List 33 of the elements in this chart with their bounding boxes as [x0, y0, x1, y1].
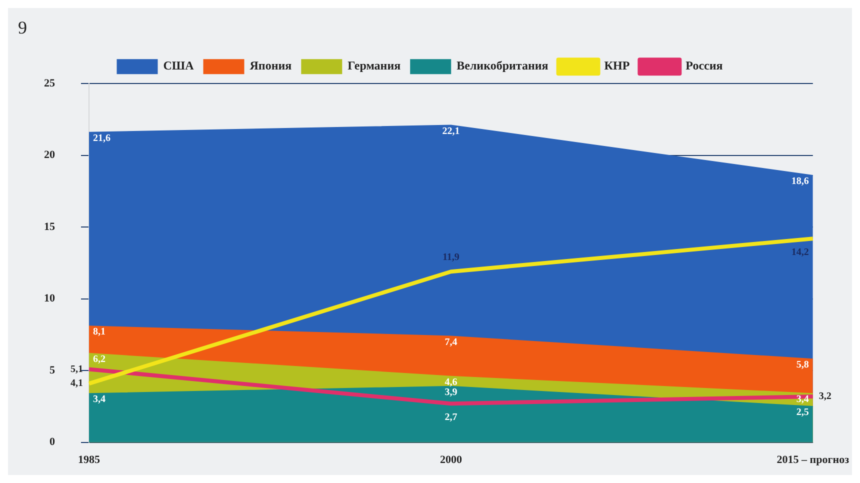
- legend-label: Россия: [686, 58, 724, 73]
- x-tick-label: 1985: [78, 454, 100, 466]
- data-label: 8,1: [93, 326, 106, 338]
- y-tick-label: 5: [50, 364, 56, 376]
- data-label: 5,8: [796, 360, 809, 371]
- x-tick-label: 2015 – прогноз: [776, 454, 850, 466]
- data-label: 4,1: [70, 378, 83, 390]
- data-label: 2,5: [796, 407, 809, 418]
- chart-title: 9: [18, 18, 27, 38]
- data-label: 18,6: [791, 176, 809, 188]
- x-tick-label: 2000: [440, 454, 462, 466]
- y-tick-label: 10: [44, 292, 56, 305]
- data-label: 4,6: [444, 376, 458, 388]
- data-label: 3,9: [444, 387, 458, 398]
- data-label: 6,2: [93, 354, 106, 365]
- y-tick-label: 15: [44, 220, 56, 233]
- legend-label: Великобритания: [456, 58, 549, 73]
- legend-label: КНР: [604, 58, 630, 73]
- y-tick-label: 20: [44, 149, 56, 162]
- data-label: 7,4: [444, 336, 458, 348]
- y-tick-label: 25: [44, 77, 56, 90]
- data-label: 3,2: [818, 391, 832, 402]
- legend-label: США: [163, 58, 194, 73]
- legend-label: Япония: [250, 58, 292, 73]
- data-label: 14,2: [791, 247, 809, 258]
- data-label: 11,9: [442, 252, 460, 264]
- y-tick-label: 0: [50, 436, 56, 448]
- data-label: 21,6: [93, 132, 110, 144]
- data-label: 22,1: [442, 126, 460, 137]
- data-label: 2,7: [444, 412, 458, 424]
- data-label: 5,1: [70, 364, 83, 375]
- legend-label: Германия: [348, 58, 402, 73]
- data-label: 3,4: [93, 394, 106, 406]
